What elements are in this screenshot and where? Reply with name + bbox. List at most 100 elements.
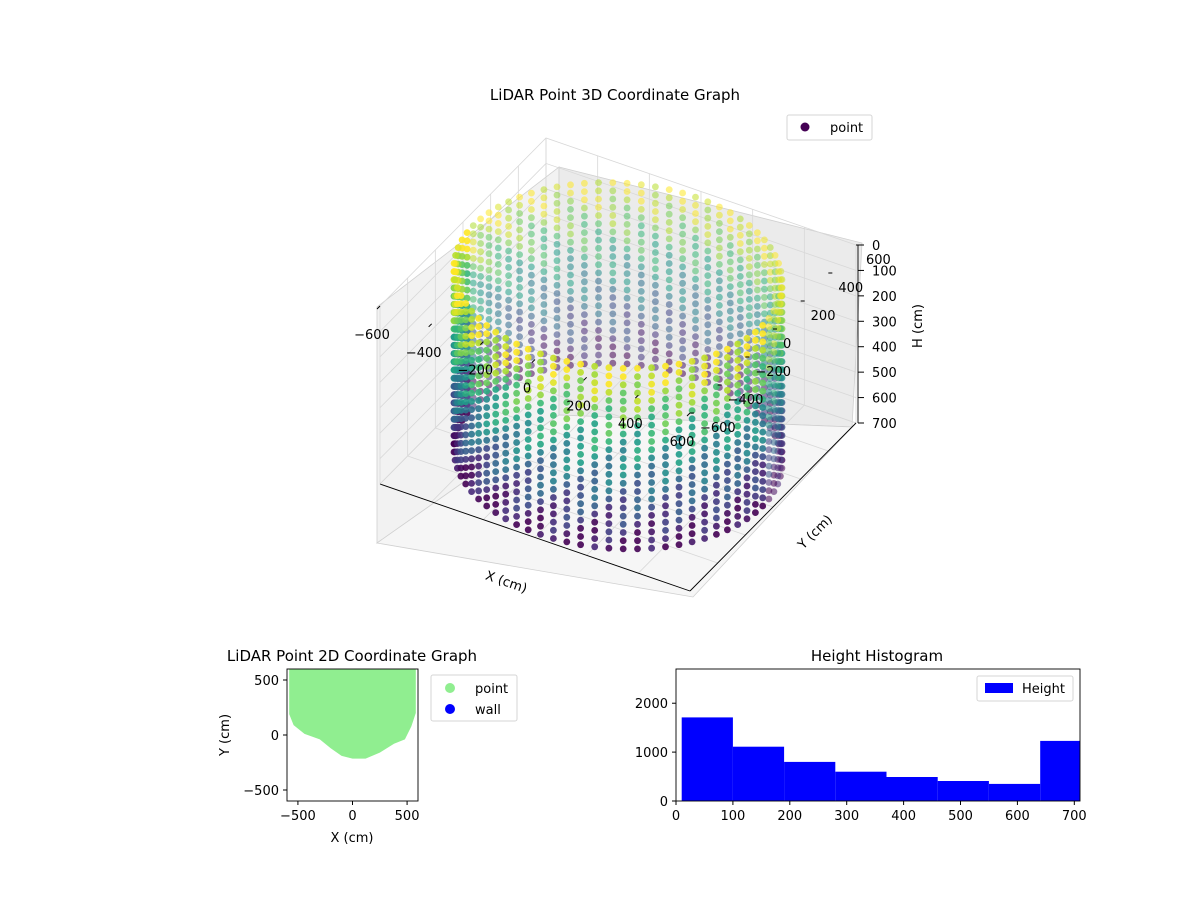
data-point [752, 402, 759, 410]
data-point [468, 414, 475, 422]
data-point [771, 252, 779, 259]
data-point [528, 230, 535, 238]
data-point [623, 319, 631, 327]
x-tick-label: −200 [457, 364, 493, 379]
data-point [692, 333, 699, 340]
data-point [505, 329, 512, 337]
data-point [577, 442, 584, 450]
data-point [577, 541, 584, 549]
y-tick-label: −400 [728, 393, 764, 408]
plot2d-ylabel: Y (cm) [218, 714, 233, 757]
data-point [609, 277, 617, 285]
data-point [553, 183, 561, 191]
data-point [648, 512, 655, 519]
data-point [502, 417, 510, 424]
data-point [701, 428, 708, 436]
data-point [516, 193, 523, 201]
data-point [567, 197, 574, 205]
z-tick-label: 100 [872, 264, 897, 279]
data-point [726, 266, 734, 274]
data-point [595, 318, 602, 326]
data-point [577, 360, 584, 368]
data-point [652, 306, 659, 314]
data-point [609, 244, 617, 252]
data-point [494, 236, 502, 244]
data-point [734, 447, 742, 455]
data-point [623, 179, 631, 187]
data-point [591, 371, 599, 378]
data-point [634, 414, 641, 421]
data-point [540, 227, 548, 235]
data-point [662, 403, 669, 411]
data-point [550, 436, 557, 444]
data-point [619, 479, 627, 487]
height-histogram: Height Histogram 0 100 200 300 400 500 600 7000… [635, 647, 1087, 824]
data-point [567, 288, 574, 295]
legend-wall-marker [445, 704, 455, 714]
data-point [745, 328, 753, 336]
data-point [577, 475, 584, 483]
data-point [537, 383, 544, 391]
data-point [652, 257, 659, 265]
data-point [462, 332, 470, 340]
data-point [713, 407, 720, 415]
data-point [528, 222, 535, 230]
data-point [524, 345, 532, 353]
data-point [648, 520, 655, 527]
data-point [752, 435, 759, 443]
data-point [475, 356, 482, 363]
data-point [724, 477, 731, 484]
data-point [595, 269, 602, 277]
data-point [665, 251, 673, 259]
data-point [609, 203, 617, 211]
data-point [492, 336, 500, 344]
data-point [637, 197, 645, 205]
data-point [713, 481, 720, 489]
data-point [450, 268, 458, 275]
data-point [692, 325, 699, 332]
histogram-bar [1040, 740, 1080, 801]
data-point [679, 337, 686, 345]
data-point [701, 453, 708, 460]
data-point [609, 236, 617, 244]
data-point [483, 395, 491, 403]
data-point [553, 224, 561, 232]
data-point [483, 354, 491, 362]
data-point [492, 394, 500, 402]
data-point [577, 410, 584, 417]
data-point [743, 375, 751, 383]
data-point [648, 438, 655, 445]
data-point [524, 436, 532, 443]
data-point [619, 430, 627, 438]
data-point [679, 247, 686, 254]
data-point [605, 372, 613, 380]
data-point [701, 502, 708, 510]
data-point [577, 533, 584, 540]
data-point [692, 234, 699, 242]
data-point [595, 212, 602, 219]
data-point [513, 439, 520, 446]
data-point [502, 466, 510, 473]
data-point [726, 316, 734, 323]
data-point [752, 386, 759, 393]
data-point [692, 210, 699, 217]
data-point [475, 405, 482, 413]
data-point [619, 447, 627, 454]
data-point [734, 381, 742, 389]
data-point [692, 275, 699, 283]
data-point [537, 432, 544, 440]
data-point [634, 438, 641, 446]
legend-hist: Height [976, 675, 1074, 702]
data-point [704, 296, 712, 304]
data-point [591, 379, 599, 387]
data-point [665, 317, 673, 325]
data-point [595, 261, 602, 269]
data-point [765, 487, 773, 495]
data-point [451, 276, 459, 283]
data-point [688, 481, 696, 488]
data-point [619, 455, 627, 462]
data-point [701, 420, 708, 427]
data-point [662, 387, 669, 395]
data-point [736, 215, 744, 223]
histogram-bar [681, 717, 733, 801]
